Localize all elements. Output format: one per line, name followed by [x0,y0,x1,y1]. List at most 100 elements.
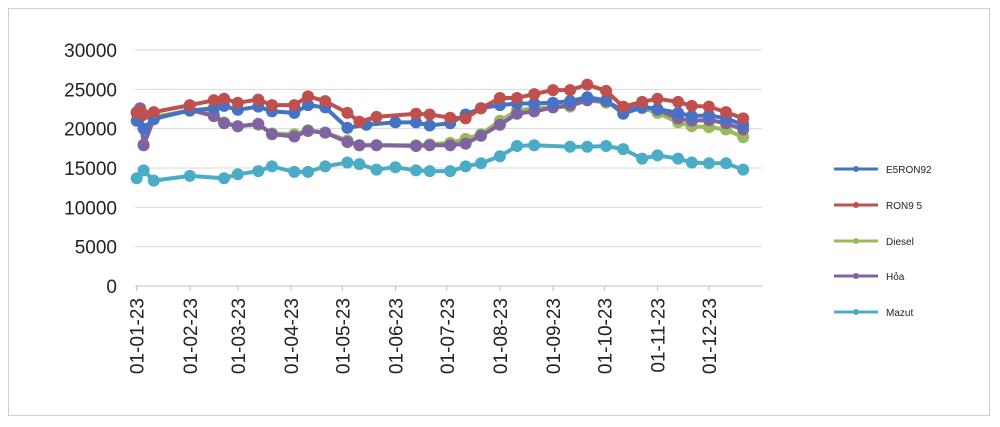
data-point [685,156,698,169]
data-point [493,118,506,131]
data-point [737,112,750,125]
data-point [737,163,750,176]
data-point [341,106,354,119]
data-point [370,163,383,176]
data-point [547,96,559,109]
data-point [288,165,301,178]
x-tick-label: 01-02-23 [181,298,202,374]
data-point [459,160,472,173]
data-point [600,84,613,97]
data-point [720,157,732,170]
x-axis-ticks: 01-01-23 01-02-23 01-03-23 01-04-23 01-05-23… [128,286,721,374]
data-point [288,99,301,112]
data-point [137,122,150,135]
data-point [389,161,402,174]
data-point [147,174,160,187]
data-point [252,93,265,106]
x-tick-label: 01-08-23 [491,298,512,374]
data-point [231,168,244,181]
data-point [720,106,732,119]
data-point [231,96,244,109]
data-point [218,172,231,185]
data-point [341,121,354,134]
data-point [600,140,613,152]
chart-frame [8,8,990,416]
data-point [218,117,231,130]
series-group [130,78,750,187]
x-tick-label: 01-07-23 [438,298,459,374]
legend-swatch-marker [853,309,859,315]
data-point [547,84,559,97]
data-point [702,100,715,113]
x-tick-label: 01-05-23 [333,298,354,374]
legend-label: Diesel [886,237,914,248]
data-point [410,164,422,177]
data-point [302,165,314,178]
data-point [423,108,436,121]
series-line [134,143,746,183]
data-point [302,90,314,103]
data-point [651,149,664,162]
data-point [459,137,472,150]
data-point [423,139,436,152]
data-point [266,128,278,141]
data-point [319,160,332,173]
data-point [353,158,366,171]
data-point [493,150,506,163]
x-tick-label: 01-04-23 [282,298,303,374]
data-point [218,92,231,105]
data-point [147,106,160,119]
data-point [528,97,541,110]
data-point [459,112,472,125]
x-tick-label: 01-11-23 [649,298,670,373]
data-point [183,99,196,112]
y-tick-label: 15000 [64,159,117,180]
x-tick-label: 01-01-23 [128,298,149,374]
y-tick-label: 5000 [75,238,117,259]
data-point [651,92,664,105]
data-point [672,106,685,119]
data-point [672,152,685,165]
legend-label: RON9 5 [886,201,923,212]
y-tick-label: 30000 [64,41,117,62]
data-point [702,109,715,122]
data-point [685,99,698,112]
data-point [231,120,244,133]
data-point [389,116,402,129]
data-point [636,95,649,108]
x-tick-label: 01-10-23 [595,298,616,374]
data-point [511,140,523,152]
data-point [475,129,487,142]
legend-swatch-marker [853,238,859,244]
data-point [266,99,278,112]
data-point [130,172,143,185]
data-point [302,99,314,112]
data-point [444,111,457,124]
x-tick-label: 01-12-23 [700,298,721,374]
data-point [581,91,594,104]
data-point [410,140,422,152]
data-point [444,165,457,178]
data-point [581,140,594,153]
data-point [319,126,332,139]
data-point [685,110,698,123]
data-point [564,84,577,97]
data-point [341,136,354,148]
data-point [581,78,594,91]
series-mazut [130,139,750,187]
data-point [511,107,523,120]
data-point [410,107,422,120]
data-point [475,102,487,115]
data-point [137,108,150,121]
legend-swatch-marker [853,202,859,208]
x-tick-label: 01-06-23 [386,298,407,374]
data-point [266,160,278,173]
data-point [528,139,541,152]
data-point [672,95,685,108]
y-tick-label: 0 [106,277,117,298]
legend-swatch-marker [853,166,859,172]
y-tick-label: 10000 [64,198,117,219]
data-point [252,165,265,178]
x-tick-label: 01-09-23 [544,298,565,374]
